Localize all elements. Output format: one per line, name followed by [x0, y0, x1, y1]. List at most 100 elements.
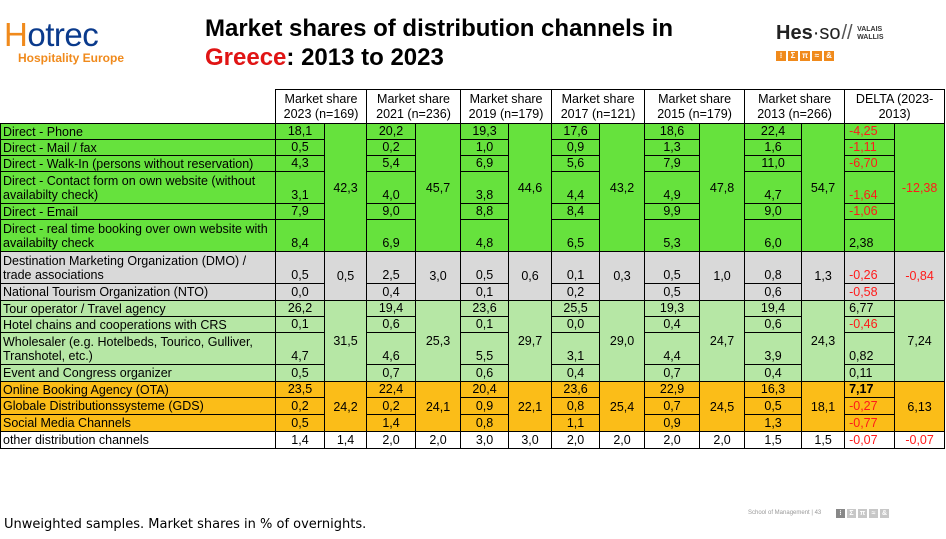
delta-cell: 0,11 [844, 364, 896, 382]
group-total-cell: 18,1 [801, 381, 846, 432]
table-row: Direct - real time booking over own webs… [0, 219, 945, 252]
hes-wallis: WALLIS [857, 33, 884, 41]
group-total-cell: 3,0 [508, 431, 553, 449]
delta-cell: 6,77 [844, 300, 896, 317]
share-cell: 22,4 [744, 123, 803, 140]
title-country: Greece [205, 44, 287, 71]
share-cell: 0,0 [275, 283, 325, 301]
table-row: Globale Distributionssysteme (GDS) 0,2 0,2… [0, 397, 945, 415]
share-cell: 0,6 [744, 283, 803, 301]
hes-glyph-icon: ≈ [812, 51, 822, 61]
hotrec-logo: Hotrec Hospitality Europe [4, 18, 124, 65]
group-total-cell: 2,0 [599, 431, 646, 449]
share-cell: 0,2 [275, 397, 325, 415]
share-cell: 17,6 [551, 123, 601, 140]
page-title: Market shares of distribution channels i… [205, 14, 673, 72]
delta-cell: -0,27 [844, 397, 896, 415]
group-total-cell: 24,5 [699, 381, 746, 432]
market-share-table: Market share 2023 (n=169) Market share 20… [0, 89, 946, 449]
group-total-cell: 22,1 [508, 381, 553, 432]
delta-cell: -1,64 [844, 171, 896, 204]
share-cell: 19,4 [744, 300, 803, 317]
footer-glyph-icon: π [858, 509, 867, 518]
row-label: Event and Congress organizer [0, 364, 276, 382]
share-cell: 7,9 [644, 155, 701, 172]
delta-cell: -0,77 [844, 414, 896, 432]
hes-glyph-icon: Σ [788, 51, 798, 61]
share-cell: 8,4 [275, 219, 325, 252]
share-cell: 8,8 [460, 203, 510, 220]
row-label: National Tourism Organization (NTO) [0, 283, 276, 301]
share-cell: 0,8 [744, 251, 803, 284]
share-cell: 1,0 [460, 139, 510, 156]
delta-cell: -0,26 [844, 251, 896, 284]
delta-cell: 0,82 [844, 332, 896, 365]
group-total-cell: 54,7 [801, 123, 846, 252]
group-total-cell: 24,1 [415, 381, 462, 432]
footer-glyph-icon: Σ [847, 509, 856, 518]
delta-cell: -4,25 [844, 123, 896, 140]
share-cell: 0,5 [275, 414, 325, 432]
group-total-cell: 1,3 [801, 251, 846, 301]
share-cell: 0,5 [644, 251, 701, 284]
share-cell: 9,9 [644, 203, 701, 220]
row-label: Hotel chains and cooperations with CRS [0, 316, 276, 333]
hotrec-logo-name: Hotrec [4, 18, 124, 52]
hotrec-logo-rest: otrec [27, 16, 99, 53]
group-total-cell: 25,4 [599, 381, 646, 432]
share-cell: 1,3 [744, 414, 803, 432]
share-cell: 20,2 [366, 123, 417, 140]
share-cell: 4,4 [551, 171, 601, 204]
share-cell: 8,4 [551, 203, 601, 220]
group-total-cell: 2,0 [415, 431, 462, 449]
table-row: Direct - Walk-In (persons without reserv… [0, 155, 945, 172]
share-cell: 0,2 [366, 139, 417, 156]
share-cell: 0,5 [275, 364, 325, 382]
share-cell: 9,0 [366, 203, 417, 220]
group-total-cell: 42,3 [323, 123, 368, 252]
share-cell: 0,4 [644, 316, 701, 333]
share-cell: 22,9 [644, 381, 701, 398]
share-cell: 1,4 [366, 414, 417, 432]
title-line2: Greece: 2013 to 2023 [205, 43, 673, 72]
group-total-cell: 47,8 [699, 123, 746, 252]
row-label: Online Booking Agency (OTA) [0, 381, 276, 398]
share-cell: 6,5 [551, 219, 601, 252]
table-row: Direct - Phone 18,1 42,3 20,2 45,7 19,3 44,6 17… [0, 123, 946, 252]
group-total-cell: 3,0 [415, 251, 462, 301]
delta-cell: -0,58 [844, 283, 896, 301]
share-cell: 4,9 [644, 171, 701, 204]
share-cell: 0,2 [551, 283, 601, 301]
share-cell: 4,6 [366, 332, 417, 365]
column-header: Market share 2017 (n=121) [551, 89, 646, 124]
column-header: Market share 2023 (n=169) [274, 89, 368, 124]
share-cell: 2,5 [366, 251, 417, 284]
share-cell: 19,3 [644, 300, 701, 317]
share-cell: 1,6 [744, 139, 803, 156]
share-cell: 0,1 [275, 316, 325, 333]
row-label: Tour operator / Travel agency [0, 300, 276, 317]
row-label: Direct - Phone [0, 123, 276, 140]
group-delta-cell: 6,13 [894, 381, 946, 432]
row-label: Direct - Email [0, 203, 276, 220]
share-cell: 4,0 [366, 171, 417, 204]
column-header: DELTA (2023-2013) [844, 89, 946, 124]
row-label: Globale Distributionssysteme (GDS) [0, 397, 276, 415]
share-cell: 0,1 [460, 316, 510, 333]
title-line1: Market shares of distribution channels i… [205, 15, 674, 42]
group-total-cell: 0,3 [599, 251, 646, 301]
row-label: Direct - Walk-In (persons without reserv… [0, 155, 276, 172]
share-cell: 6,9 [366, 219, 417, 252]
title-years: : 2013 to 2023 [286, 44, 444, 71]
row-label: Social Media Channels [0, 414, 276, 432]
group-delta-cell: 7,24 [894, 300, 946, 382]
share-cell: 26,2 [275, 300, 325, 317]
group-delta-cell: -0,84 [894, 251, 946, 301]
table-row: Direct - Mail / fax 0,5 0,2 1,0 0,9 1,3 1,6 -1,… [0, 139, 945, 156]
share-cell: 5,3 [644, 219, 701, 252]
row-label: Wholesaler (e.g. Hotelbeds, Tourico, Gul… [0, 332, 276, 365]
share-cell: 9,0 [744, 203, 803, 220]
share-cell: 25,5 [551, 300, 601, 317]
